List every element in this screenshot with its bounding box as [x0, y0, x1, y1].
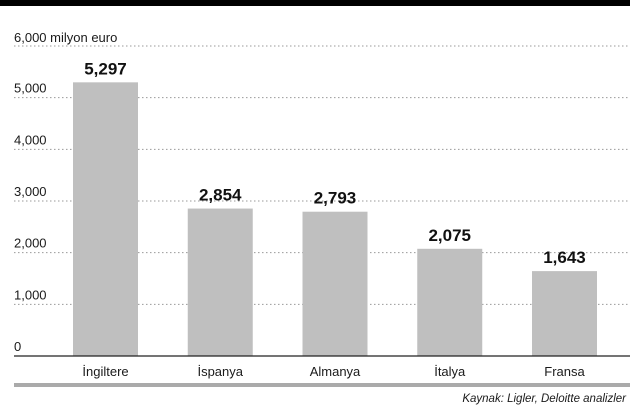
- category-label: Almanya: [310, 364, 361, 379]
- value-labels: 5,297 2,854 2,793 2,075 1,643: [84, 59, 586, 267]
- bar-value-label: 2,793: [314, 189, 357, 208]
- y-tick-label: 1,000: [14, 287, 47, 302]
- y-tick-label: 2,000: [14, 236, 47, 251]
- bar: [302, 211, 368, 356]
- bars: [73, 82, 597, 357]
- bar: [73, 82, 138, 357]
- category-label: İtalya: [434, 364, 466, 379]
- top-band: [0, 0, 630, 6]
- bar: [187, 208, 253, 356]
- category-labels: İngiltere İspanya Almanya İtalya Fransa: [82, 364, 585, 379]
- y-tick-label: 0: [14, 339, 21, 354]
- bar-value-label: 2,854: [199, 186, 242, 205]
- category-label: Fransa: [544, 364, 585, 379]
- source-rule: [14, 383, 630, 387]
- y-axis-ticks: 0 1,000 2,000 3,000 4,000 5,000: [14, 81, 47, 354]
- y-tick-label: 3,000: [14, 184, 47, 199]
- y-tick-label: 4,000: [14, 132, 47, 147]
- category-label: İspanya: [197, 364, 243, 379]
- y-axis-title: 6,000 milyon euro: [14, 30, 117, 45]
- y-tick-label: 5,000: [14, 81, 47, 96]
- bar: [532, 271, 597, 356]
- source-note: Kaynak: Ligler, Deloitte analizler: [462, 393, 627, 405]
- bar-value-label: 2,075: [428, 226, 471, 245]
- bar-value-label: 1,643: [543, 248, 586, 267]
- bar-value-label: 5,297: [84, 59, 127, 78]
- bar: [417, 248, 483, 356]
- category-label: İngiltere: [82, 364, 128, 379]
